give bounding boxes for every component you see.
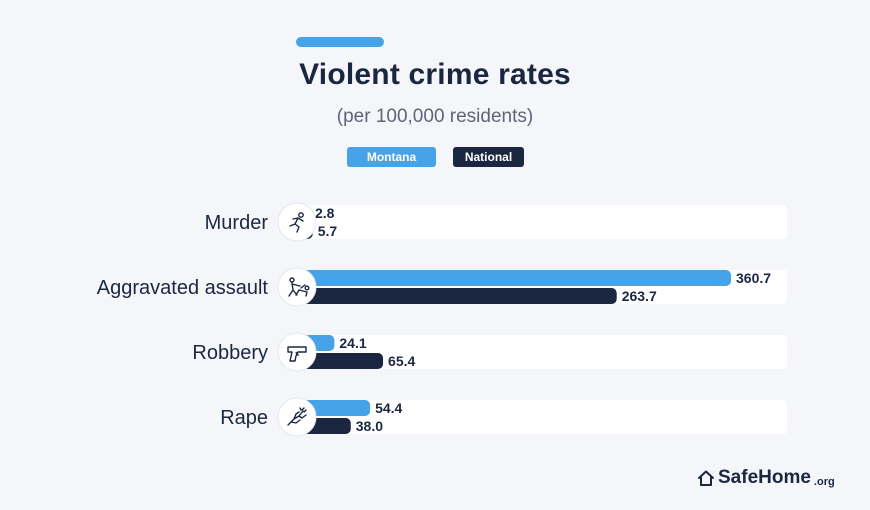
bar-montana: [298, 270, 731, 286]
bar-track: [306, 335, 787, 369]
value-label: 263.7: [622, 288, 657, 304]
value-label: 54.4: [375, 400, 402, 416]
value-label: 38.0: [356, 418, 383, 434]
value-label: 5.7: [318, 223, 338, 239]
value-label: 65.4: [388, 353, 415, 369]
bar-national: [298, 288, 617, 304]
category-icon-badge: [277, 202, 317, 242]
safehome-logo: SafeHome .org: [697, 466, 835, 490]
running-figure-icon: [289, 212, 304, 233]
handgun-icon: [287, 346, 307, 362]
category-label: Rape: [220, 407, 268, 429]
category-label: Murder: [205, 212, 269, 234]
legend-item-national: National: [453, 147, 524, 167]
struggling-hands-icon: [287, 407, 307, 426]
category-label: Robbery: [192, 342, 268, 364]
chart-title: Violent crime rates: [299, 58, 571, 91]
assault-figures-icon: [288, 277, 310, 297]
bar-montana: [298, 400, 371, 416]
bar-track: [306, 400, 787, 434]
house-icon: [698, 470, 714, 486]
logo-suffix: .org: [813, 475, 835, 488]
bar-track: [306, 205, 787, 239]
category-label: Aggravated assault: [97, 277, 269, 299]
legend-item-montana: Montana: [347, 147, 436, 167]
logo-text: SafeHome: [718, 467, 811, 488]
accent-bar: [296, 37, 384, 47]
category-icon-badge: [277, 332, 317, 372]
value-label: 360.7: [736, 270, 771, 286]
value-label: 24.1: [339, 335, 366, 351]
value-label: 2.8: [315, 205, 335, 221]
bar-national: [298, 353, 384, 369]
chart-subtitle: (per 100,000 residents): [336, 106, 534, 127]
category-icon-badge: [277, 267, 317, 307]
